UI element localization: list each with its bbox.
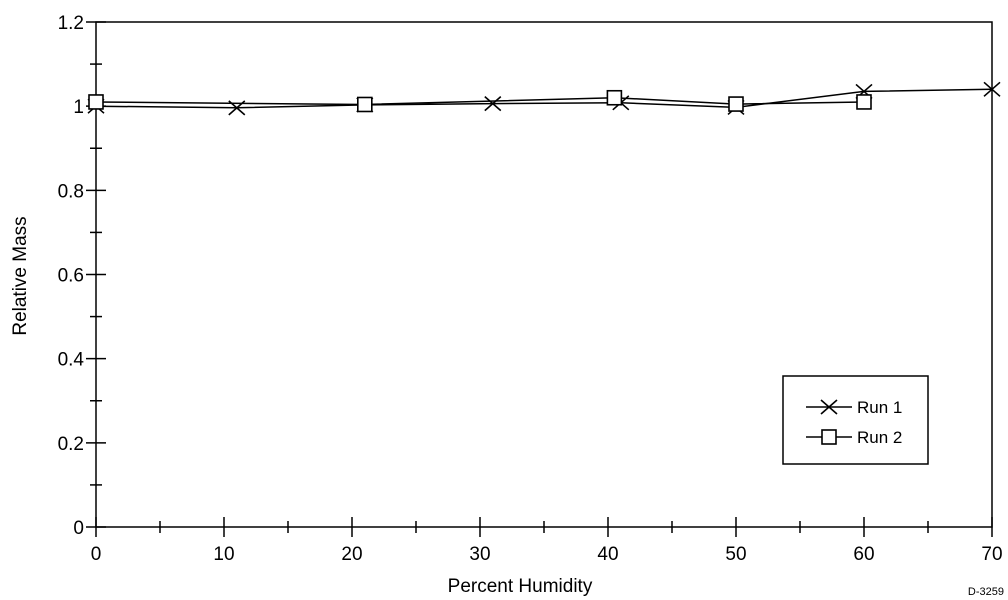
x-tick-label: 60 bbox=[853, 544, 874, 565]
legend-label: Run 1 bbox=[857, 398, 902, 417]
x-axis-title: Percent Humidity bbox=[448, 576, 593, 597]
data-point bbox=[983, 81, 1001, 97]
data-point bbox=[856, 94, 872, 110]
legend-marker bbox=[821, 429, 837, 445]
x-axis: 0 10 20 30 40 50 60 70 bbox=[91, 517, 1003, 565]
legend-label: Run 2 bbox=[857, 428, 902, 447]
legend-marker bbox=[820, 399, 838, 415]
data-point bbox=[356, 96, 373, 113]
legend: Run 1 Run 2 bbox=[782, 375, 929, 465]
legend-item: Run 2 bbox=[806, 428, 902, 447]
data-point bbox=[484, 96, 502, 112]
series-line bbox=[95, 88, 993, 109]
y-axis: 0 0.2 0.4 0.6 0.8 1 1.2 bbox=[58, 13, 106, 539]
x-tick-label: 50 bbox=[725, 544, 746, 565]
y-axis-title: Relative Mass bbox=[10, 216, 31, 335]
y-tick-label: 1.2 bbox=[58, 13, 84, 34]
legend-item: Run 1 bbox=[806, 398, 902, 417]
x-tick-label: 40 bbox=[597, 544, 618, 565]
y-tick-label: 0 bbox=[73, 518, 84, 539]
data-point bbox=[88, 94, 104, 110]
x-tick-label: 30 bbox=[469, 544, 490, 565]
y-tick-label: 0.4 bbox=[58, 350, 85, 371]
x-tick-label: 70 bbox=[981, 544, 1002, 565]
x-tick-label: 0 bbox=[91, 544, 102, 565]
legend-box bbox=[782, 375, 929, 465]
y-tick-label: 0.6 bbox=[58, 266, 84, 287]
x-tick-label: 10 bbox=[213, 544, 234, 565]
y-tick-label: 0.8 bbox=[58, 181, 84, 202]
y-tick-label: 0.2 bbox=[58, 434, 84, 455]
data-point bbox=[728, 96, 744, 112]
y-tick-label: 1 bbox=[73, 97, 84, 118]
data-point bbox=[606, 89, 623, 106]
figure-code-label: D-3259 bbox=[968, 586, 1004, 598]
series-layer bbox=[87, 81, 1001, 116]
x-tick-label: 20 bbox=[341, 544, 362, 565]
series-2 bbox=[88, 89, 872, 113]
